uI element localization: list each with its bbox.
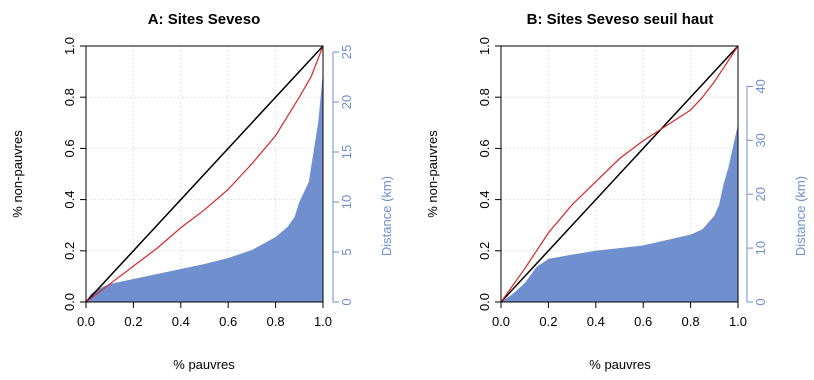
y-axis-label: % non-pauvres xyxy=(10,130,25,218)
plot-frame xyxy=(500,45,739,303)
distance-axis-label: Distance (km) xyxy=(379,176,394,256)
x-tick-label: 0.2 xyxy=(539,314,557,329)
y-tick-label: 0.4 xyxy=(62,191,77,209)
x-tick-label: 0.0 xyxy=(77,314,95,329)
distance-tick-label: 10 xyxy=(753,241,768,255)
distance-tick-label: 20 xyxy=(339,95,354,109)
x-tick-label: 1.0 xyxy=(314,314,332,329)
y-tick-label: 0.0 xyxy=(477,293,492,311)
x-tick-label: 0.6 xyxy=(634,314,652,329)
x-tick-label: 0.4 xyxy=(587,314,605,329)
concentration-curve xyxy=(500,45,739,303)
distance-tick-label: 5 xyxy=(339,248,354,255)
x-tick-label: 0.6 xyxy=(219,314,237,329)
distance-tick-label: 0 xyxy=(753,298,768,305)
y-tick-label: 0.2 xyxy=(477,242,492,260)
x-axis-label: % pauvres xyxy=(589,357,651,372)
x-tick-label: 1.0 xyxy=(729,314,747,329)
equality-line xyxy=(500,45,739,303)
y-axis-label: % non-pauvres xyxy=(425,130,440,218)
y-tick-label: 0.8 xyxy=(477,88,492,106)
panel-b: 0.0 0.2 0.4 0.6 0.8 1.0 0.0 0.2 0.4 0.6 0.8 1.0 0 10 2… xyxy=(425,11,808,372)
distance-tick-label: 20 xyxy=(753,187,768,201)
x-axis-label: % pauvres xyxy=(173,357,235,372)
x-tick-label: 0.2 xyxy=(124,314,142,329)
y-tick-label: 0.8 xyxy=(62,88,77,106)
distance-area xyxy=(501,124,738,302)
y-tick-label: 1.0 xyxy=(477,37,492,55)
x-tick-label: 0.4 xyxy=(172,314,190,329)
distance-tick-label: 40 xyxy=(753,79,768,93)
x-tick-label: 0.8 xyxy=(267,314,285,329)
y-tick-label: 1.0 xyxy=(62,37,77,55)
concentration-curve xyxy=(85,45,324,303)
x-tick-label: 0.8 xyxy=(682,314,700,329)
distance-tick-label: 15 xyxy=(339,145,354,159)
distance-area xyxy=(86,72,323,302)
distance-tick-label: 0 xyxy=(339,298,354,305)
distance-axis-label: Distance (km) xyxy=(793,176,808,256)
y-tick-label: 0.4 xyxy=(477,191,492,209)
distance-tick-label: 30 xyxy=(753,133,768,147)
chart-title: B: Sites Seveso seuil haut xyxy=(527,11,714,28)
y-tick-label: 0.0 xyxy=(62,293,77,311)
plot-frame xyxy=(85,45,324,303)
panel-a: 0.0 0.2 0.4 0.6 0.8 1.0 0.0 0.2 0.4 0.6 0.8 1.0 0 5 10… xyxy=(10,11,394,372)
chart-title: A: Sites Seveso xyxy=(148,11,261,28)
y-tick-label: 0.6 xyxy=(62,139,77,157)
distance-tick-label: 25 xyxy=(339,45,354,59)
x-tick-label: 0.0 xyxy=(492,314,510,329)
distance-tick-label: 10 xyxy=(339,195,354,209)
y-tick-label: 0.6 xyxy=(477,139,492,157)
equality-line xyxy=(85,45,324,303)
y-tick-label: 0.2 xyxy=(62,242,77,260)
